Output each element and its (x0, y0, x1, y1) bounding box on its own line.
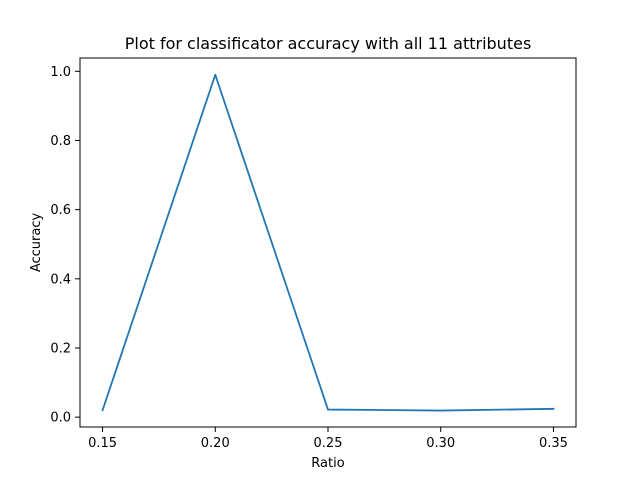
plot-area (79, 57, 577, 428)
y-tick-label: 0.8 (50, 134, 71, 149)
data-point (552, 407, 555, 410)
y-axis: 0.0 0.2 0.4 0.6 0.8 1.0 (50, 65, 80, 426)
data-point (439, 409, 442, 412)
x-tick-label: 0.15 (88, 436, 117, 451)
data-point (101, 409, 104, 412)
x-axis: 0.15 0.20 0.25 0.30 0.35 (88, 427, 568, 451)
x-tick-label: 0.30 (426, 436, 455, 451)
series-layer (101, 73, 555, 412)
series-line (101, 73, 555, 412)
y-tick-label: 0.4 (50, 272, 71, 287)
y-axis-label: Accuracy (29, 213, 44, 273)
x-axis-label: Ratio (311, 456, 344, 471)
x-tick-label: 0.20 (201, 436, 230, 451)
y-tick-label: 0.0 (50, 411, 71, 426)
y-tick-label: 0.2 (50, 341, 71, 356)
y-tick-label: 0.6 (50, 203, 71, 218)
data-point (214, 73, 217, 76)
x-tick-label: 0.35 (539, 436, 568, 451)
x-tick-label: 0.25 (314, 436, 343, 451)
chart-title: Plot for classificator accuracy with all… (125, 34, 532, 53)
data-point (327, 408, 330, 411)
y-tick-label: 1.0 (50, 65, 71, 80)
